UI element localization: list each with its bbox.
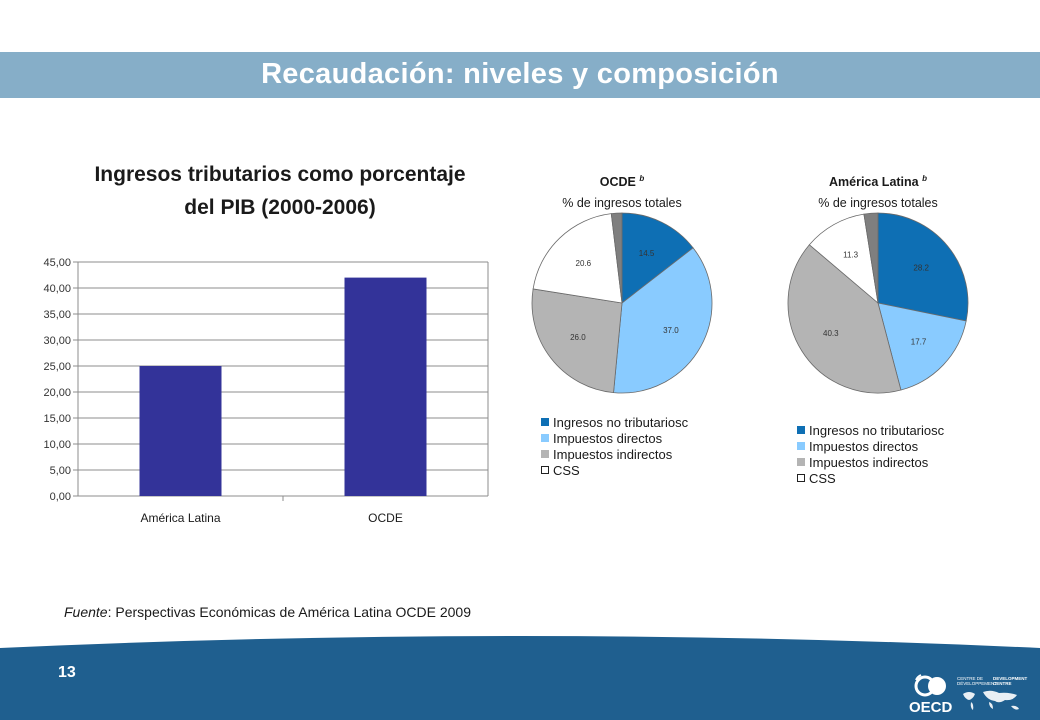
pie-slice (613, 247, 713, 394)
legend-ocde: Ingresos no tributariosc Impuestos direct… (541, 415, 688, 479)
legend-item: Ingresos no tributariosc (797, 423, 944, 439)
y-tick-label: 0,00 (50, 491, 71, 503)
legend-label: Impuestos indirectos (809, 455, 929, 470)
pie-slice (532, 213, 623, 304)
legend-item: Impuestos indirectos (797, 455, 944, 471)
legend-swatch (797, 442, 805, 450)
slide-title: Recaudación: niveles y composición (261, 58, 779, 90)
y-tick-label: 25,00 (43, 361, 71, 373)
legend-swatch (797, 474, 805, 482)
legend-item: CSS (797, 471, 944, 487)
pie-al-title: América Latina (829, 175, 919, 190)
pie-slice-label: 20.6 (576, 259, 592, 268)
legend-label: Ingresos no tributariosc (809, 423, 945, 438)
svg-text:DÉVELOPPEMENT: DÉVELOPPEMENT (957, 680, 997, 686)
pie-slice-label: 37.0 (663, 326, 679, 335)
bar (139, 366, 222, 496)
legend-swatch (797, 426, 805, 434)
legend-label: Impuestos indirectos (553, 447, 673, 462)
pie-slice (863, 212, 879, 304)
title-bar: Recaudación: niveles y composición (0, 52, 1040, 98)
pie-slice (808, 213, 879, 305)
bar-chart-title: Ingresos tributarios como porcentaje del… (60, 158, 500, 224)
source-text: : Perspectivas Económicas de América Lat… (107, 604, 471, 620)
source-label: Fuente (64, 604, 108, 620)
legend-item: Impuestos directos (541, 431, 688, 447)
legend-label: Impuestos directos (553, 431, 663, 446)
development-centre-label: CENTRE DE DÉVELOPPEMENT DEVELOPMENT CENT… (957, 676, 1028, 686)
y-tick-label: 30,00 (43, 335, 71, 347)
pie-slice-label: 14.5 (639, 249, 655, 258)
pie-slice (531, 288, 623, 394)
pie-title-ocde: OCDE b % de ingresos totales (522, 168, 722, 214)
pie-title-al: América Latina b % de ingresos totales (778, 168, 978, 214)
pie-slice (610, 212, 623, 304)
legend-swatch (541, 434, 549, 442)
pie-slice-label: 11.3 (843, 250, 859, 259)
oecd-logo-text: OECD (909, 699, 953, 716)
legend-label: CSS (553, 463, 580, 478)
pie-slice (787, 244, 902, 394)
pie-ocde-subtitle: % de ingresos totales (562, 196, 682, 211)
pie-slice-label: 40.3 (823, 329, 839, 338)
legend-swatch (541, 418, 549, 426)
pie-slice (621, 212, 694, 304)
pie-slice-label: 26.0 (570, 333, 586, 342)
x-tick-label: América Latina (140, 511, 220, 525)
y-tick-label: 10,00 (43, 439, 71, 451)
bar-chart-title-line-1: Ingresos tributarios como porcentaje (94, 163, 466, 186)
pie-slice (877, 212, 969, 322)
legend-item: Ingresos no tributariosc (541, 415, 688, 431)
svg-text:DEVELOPMENT: DEVELOPMENT (993, 676, 1028, 681)
pie-chart-america-latina: 28.2 17.7 40.3 11.3 (787, 212, 969, 394)
pie-slice-label: 17.7 (911, 337, 927, 346)
y-tick-label: 15,00 (43, 413, 71, 425)
svg-text:CENTRE: CENTRE (993, 681, 1012, 686)
legend-swatch (797, 458, 805, 466)
legend-america-latina: Ingresos no tributariosc Impuestos direct… (797, 423, 944, 487)
legend-label: CSS (809, 471, 836, 486)
legend-swatch (541, 450, 549, 458)
y-tick-label: 35,00 (43, 309, 71, 321)
world-map-icon (963, 690, 1019, 710)
pie-al-subtitle: % de ingresos totales (818, 196, 938, 211)
bar-chart-title-line-2: del PIB (2000-2006) (184, 196, 376, 219)
y-tick-label: 20,00 (43, 387, 71, 399)
pie-al-title-sup: b (922, 174, 927, 183)
pie-slice-label: 28.2 (913, 264, 929, 273)
source-note: Fuente: Perspectivas Económicas de Améri… (64, 604, 471, 620)
pie-ocde-title-sup: b (639, 174, 645, 183)
svg-text:CENTRE DE: CENTRE DE (957, 676, 983, 681)
pie-slice (877, 302, 967, 391)
pie-chart-ocde: 14.5 37.0 26.0 20.6 (531, 212, 713, 394)
bar-chart: 0,00 5,00 10,00 15,00 20,00 25,00 30,00 35,00 40… (43, 257, 489, 525)
legend-item: Impuestos directos (797, 439, 944, 455)
pie-ocde-title: OCDE (599, 175, 636, 190)
x-tick-label: OCDE (368, 511, 403, 525)
legend-swatch (541, 466, 549, 474)
page-number: 13 (58, 664, 76, 681)
legend-label: Impuestos directos (809, 439, 919, 454)
y-tick-label: 45,00 (43, 257, 71, 269)
y-tick-label: 40,00 (43, 283, 71, 295)
y-tick-label: 5,00 (50, 465, 71, 477)
legend-label: Ingresos no tributariosc (553, 415, 689, 430)
legend-item: CSS (541, 463, 688, 479)
oecd-emblem-icon (914, 674, 946, 697)
bar (344, 277, 427, 496)
footer-band (0, 636, 1040, 720)
legend-item: Impuestos indirectos (541, 447, 688, 463)
oecd-logo: OECD CENTRE DE DÉVELOPPEMENT DEVELOPMENT… (909, 674, 1028, 716)
